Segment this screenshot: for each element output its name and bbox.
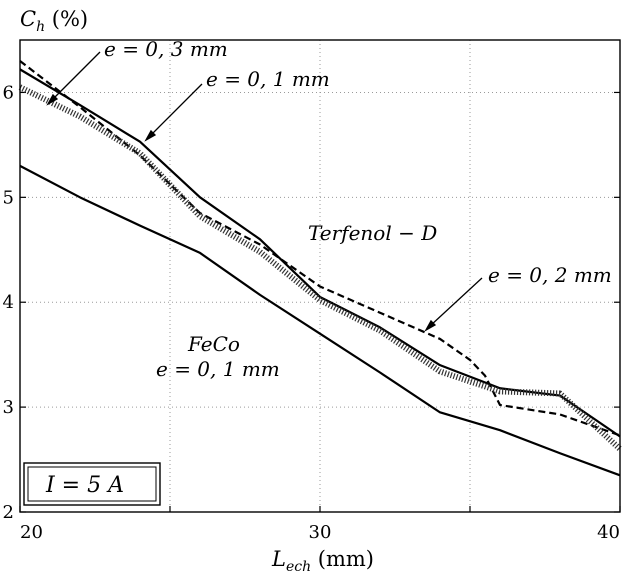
inset-frame [23, 462, 161, 506]
y-tick-label: 3 [3, 397, 14, 418]
y-tick-label: 6 [3, 82, 14, 103]
plot-frame [19, 39, 621, 513]
x-tick-label: 30 [309, 522, 332, 543]
arrow-e01-head [144, 129, 157, 142]
inset-box: I = 5 A [23, 462, 161, 506]
y-tick-label: 2 [3, 502, 14, 523]
series-layer [18, 60, 623, 477]
x-axis-label: Lech (mm) [271, 547, 374, 575]
annotation-terfenol: Terfenol − D [308, 221, 437, 245]
y-tick-label: 5 [3, 187, 14, 208]
series-line-0 [19, 68, 621, 438]
series-line-1 [19, 60, 621, 437]
arrow-e01 [149, 83, 203, 137]
annotation-e02: e = 0, 2 mm [488, 263, 612, 287]
annotation-e03: e = 0, 3 mm [104, 37, 228, 61]
inset-label: I = 5 A [45, 473, 124, 498]
arrow-e03 [51, 51, 101, 101]
annotation-e01-terfenol: e = 0, 1 mm [206, 67, 330, 91]
series-line-2 [18, 84, 623, 452]
arrow-e03-head [46, 93, 59, 106]
inset-inner-frame [27, 466, 157, 502]
arrow-e02 [429, 277, 483, 327]
arrow-e02-head [424, 319, 437, 332]
annotation-feco: FeCo [187, 332, 240, 356]
annotation-e01-feco: e = 0, 1 mm [156, 357, 280, 381]
x-tick-label: 40 [597, 522, 620, 543]
y-tick-label: 4 [3, 292, 14, 313]
y-axis-label: Ch (%) [20, 7, 88, 35]
series-line-3 [19, 164, 621, 477]
x-tick-label: 20 [20, 522, 43, 543]
